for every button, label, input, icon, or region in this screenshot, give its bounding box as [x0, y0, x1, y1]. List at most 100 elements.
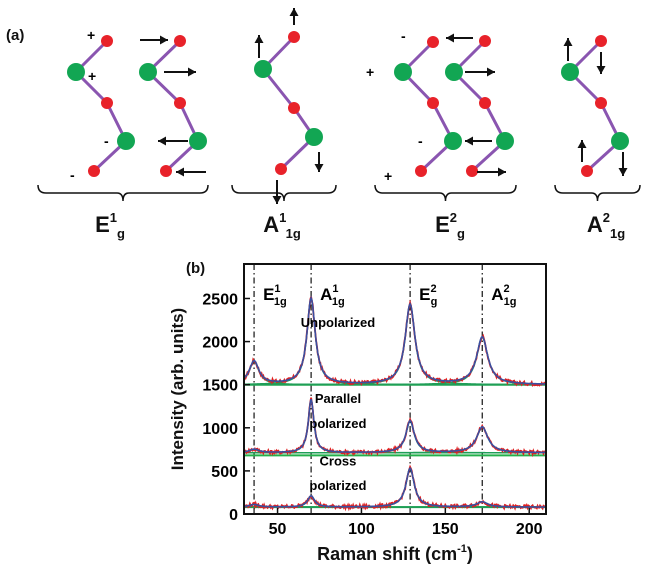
small-atom [288, 102, 300, 114]
mode-bracket [37, 184, 209, 202]
large-atom [189, 132, 207, 150]
annotation: Parallel [315, 391, 361, 406]
small-atom [101, 35, 113, 47]
arrow-head [160, 35, 168, 45]
peak-label: A1 1g [320, 283, 345, 308]
small-atom [427, 97, 439, 109]
small-atom [174, 97, 186, 109]
large-atom [139, 63, 157, 81]
x-axis-label: Raman shift (cm-1) [317, 543, 473, 564]
small-atom [466, 165, 478, 177]
mode-guide-lines [253, 264, 483, 514]
large-atom [444, 132, 462, 150]
charge-sign: - [104, 133, 109, 149]
arrow-head [596, 66, 606, 74]
large-atom [394, 63, 412, 81]
spectrum-fit [243, 295, 546, 385]
arrow-head [314, 164, 324, 172]
arrow-head [446, 33, 454, 43]
x-tick-label: 200 [516, 521, 543, 538]
plot-frame [243, 263, 547, 515]
small-atom [288, 31, 300, 43]
arrow-head [289, 8, 299, 16]
svg-text:A11g: A11g [263, 210, 301, 241]
charge-sign: + [384, 168, 392, 184]
annotation: Unpolarized [301, 315, 375, 330]
spectrum-fit [243, 466, 546, 508]
arrow-head [465, 136, 473, 146]
large-atom [445, 63, 463, 81]
mode-bracket [231, 184, 337, 202]
large-atom [611, 132, 629, 150]
large-atom [561, 63, 579, 81]
mode-label-e1g: E1g [95, 210, 125, 241]
arrow-head [498, 167, 506, 177]
peak-labels: E1 1g A1 1g E2 g A2 1g [263, 283, 516, 308]
bond-chain [145, 39, 200, 173]
small-atom [88, 165, 100, 177]
x-tick-label: 50 [269, 521, 287, 538]
small-atom [174, 35, 186, 47]
charge-sign: + [366, 64, 374, 80]
large-atom [254, 60, 272, 78]
mode-label-e2g: E2g [435, 210, 465, 241]
panel-a-label: (a) [6, 27, 24, 44]
arrow-head [176, 167, 184, 177]
small-atom [415, 165, 427, 177]
y-tick-label: 1000 [202, 421, 238, 438]
y-axis-label: Intensity (arb. units) [168, 308, 187, 470]
arrow-head [158, 136, 166, 146]
small-atom [275, 163, 287, 175]
small-atom [160, 165, 172, 177]
arrow-head [487, 67, 495, 77]
small-atom [595, 35, 607, 47]
small-atom [479, 97, 491, 109]
phonon-mode-schematic: + + - - - + - + [37, 8, 641, 204]
arrow-head [272, 196, 282, 204]
panel-b-label: (b) [186, 260, 205, 277]
y-tick-label: 500 [211, 464, 238, 481]
peak-label: A2 1g [491, 283, 516, 308]
large-atom [496, 132, 514, 150]
small-atom [427, 36, 439, 48]
arrow-head [254, 35, 264, 43]
fit-component [244, 399, 546, 454]
bond-chain [567, 39, 622, 173]
annotation: polarized [309, 478, 366, 493]
spectra [243, 295, 547, 512]
large-atom [305, 128, 323, 146]
peak-label: E1 1g [263, 283, 287, 308]
svg-text:A21g: A21g [587, 210, 625, 241]
charge-sign: + [88, 68, 96, 84]
charge-sign: - [418, 133, 423, 149]
large-atom [117, 132, 135, 150]
charge-sign: + [87, 27, 95, 43]
mode-label-a11g: A11g [263, 210, 301, 241]
annotation: Cross [320, 453, 357, 468]
small-atom [479, 35, 491, 47]
bond-chain [261, 35, 316, 171]
spectrum-data [243, 464, 547, 512]
annotation: polarized [309, 416, 366, 431]
svg-text:E2g: E2g [435, 210, 465, 241]
small-atom [581, 165, 593, 177]
arrow-head [618, 168, 628, 176]
charge-sign: - [401, 28, 406, 44]
spectrum-data [243, 296, 547, 388]
mode-bracket [554, 184, 641, 202]
bond-chain [400, 40, 455, 173]
x-tick-label: 100 [348, 521, 375, 538]
y-tick-label: 1500 [202, 378, 238, 395]
y-tick-label: 2000 [202, 335, 238, 352]
y-tick-label: 0 [229, 507, 238, 524]
mode-bracket [374, 184, 517, 202]
x-tick-label: 150 [432, 521, 459, 538]
bond-chain [451, 39, 507, 173]
svg-text:E1g: E1g [95, 210, 125, 241]
arrow-head [577, 140, 587, 148]
spectrum-fit [243, 399, 547, 454]
annotations: Unpolarized Parallel polarized Cross polariz… [301, 315, 375, 493]
bond-chain [73, 39, 128, 173]
arrow-head [188, 67, 196, 77]
